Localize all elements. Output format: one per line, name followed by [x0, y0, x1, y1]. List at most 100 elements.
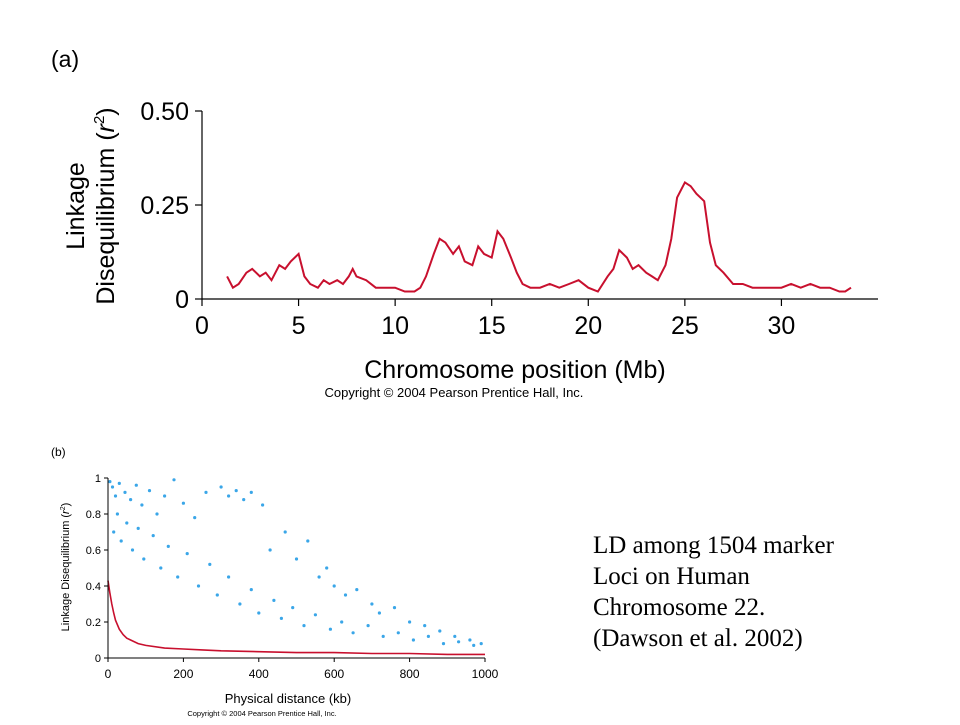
scatter-point — [272, 598, 276, 603]
panel-b-label: (b) — [51, 445, 66, 459]
scatter-point — [193, 516, 197, 520]
scatter-point — [117, 481, 121, 485]
panel-a-series-line — [226, 180, 852, 293]
caption-line-1: LD among 1504 marker — [593, 532, 834, 559]
panel-b-y-tick-label: 0.2 — [86, 617, 101, 629]
scatter-point — [457, 640, 461, 644]
panel-b-x-tick-label: 800 — [400, 667, 420, 681]
panel-a-label: (a) — [51, 46, 79, 72]
panel-b-y-tick-label: 1 — [95, 473, 101, 485]
scatter-point — [377, 611, 381, 615]
panel-b-trend-line — [107, 580, 485, 656]
panel-a-copyright: Copyright © 2004 Pearson Prentice Hall, … — [325, 385, 584, 400]
scatter-point — [134, 483, 138, 487]
scatter-point — [441, 642, 446, 646]
scatter-point — [279, 616, 283, 621]
scatter-point — [355, 588, 359, 592]
panel-a-xlabel: Chromosome position (Mb) — [364, 356, 666, 384]
scatter-point — [166, 544, 170, 549]
scatter-point — [396, 631, 400, 635]
panel-b-x-ticks: 0 200 400 600 800 1000 — [105, 658, 499, 681]
scatter-point — [426, 634, 430, 639]
panel-a-x-tick-label: 30 — [768, 312, 796, 340]
panel-b-y-tick-label: 0 — [95, 653, 101, 665]
panel-b-y-tick-label: 0.6 — [86, 545, 101, 557]
scatter-point — [306, 539, 310, 543]
scatter-point — [123, 490, 127, 494]
panel-a-ylabel-prefix: Disequilibrium ( — [92, 132, 120, 305]
scatter-point — [215, 593, 219, 597]
panel-b-scatter-chart: (b) 0 200 400 600 800 1000 0 0.2 0.4 0.6 0.8 1 Lin… — [51, 445, 499, 718]
scatter-point — [328, 627, 332, 631]
panel-b-ylabel-sup: 2 — [60, 506, 67, 510]
panel-b-ylabel-r: r — [60, 509, 72, 514]
scatter-point — [208, 562, 212, 567]
scatter-point — [129, 498, 133, 502]
panel-b-y-tick-label: 0.8 — [86, 509, 101, 521]
panel-a-x-ticks: 0 5 10 15 20 25 30 — [195, 299, 795, 340]
scatter-point — [249, 588, 253, 592]
scatter-point — [147, 489, 152, 493]
panel-b-ylabel-suffix: ) — [60, 503, 72, 507]
scatter-point — [453, 634, 457, 639]
scatter-point — [234, 489, 238, 493]
panel-a-ylabel-line2: Disequilibrium (r2) — [91, 107, 120, 304]
panel-a-y-tick-label: 0.50 — [140, 98, 189, 126]
scatter-point — [408, 620, 412, 624]
scatter-point — [227, 575, 231, 579]
scatter-point — [381, 634, 385, 639]
caption-line-3: Chromosome 22. — [593, 594, 766, 621]
scatter-point — [227, 494, 231, 498]
scatter-point — [151, 534, 155, 538]
scatter-point — [112, 530, 116, 534]
scatter-point — [411, 638, 415, 642]
panel-a-ylabel-sup: 2 — [91, 116, 108, 124]
scatter-point — [196, 584, 201, 588]
panel-a-x-tick-label: 20 — [574, 312, 602, 340]
panel-b-x-tick-label: 400 — [249, 667, 269, 681]
panel-a-ylabel-r: r — [92, 122, 120, 132]
scatter-point — [268, 548, 272, 552]
scatter-point — [142, 557, 146, 561]
panel-b-xlabel: Physical distance (kb) — [225, 691, 351, 706]
panel-a-x-tick-label: 10 — [381, 312, 409, 340]
panel-b-x-tick-label: 200 — [173, 667, 193, 681]
scatter-point — [332, 584, 336, 588]
scatter-point — [110, 485, 115, 489]
panel-b-y-ticks: 0 0.2 0.4 0.6 0.8 1 — [86, 473, 108, 665]
scatter-point — [423, 624, 427, 628]
scatter-point — [325, 566, 329, 570]
scatter-point — [115, 512, 119, 516]
panel-a-y-tick-label: 0 — [175, 286, 189, 314]
scatter-point — [242, 498, 246, 502]
scatter-point — [185, 552, 189, 556]
scatter-point — [343, 593, 348, 597]
panel-a-y-ticks: 0 0.25 0.50 — [140, 98, 202, 314]
scatter-point — [108, 480, 112, 484]
scatter-point — [317, 575, 321, 579]
scatter-point — [130, 548, 135, 552]
panel-b-x-tick-label: 1000 — [472, 667, 499, 681]
panel-b-axes — [107, 478, 485, 659]
scatter-point — [313, 613, 317, 617]
scatter-point — [204, 490, 208, 494]
panel-b-points — [108, 478, 483, 648]
panel-a-ylabel-suffix: ) — [92, 107, 120, 115]
caption-line-2: Loci on Human — [593, 563, 750, 590]
panel-b-y-tick-label: 0.4 — [86, 581, 101, 593]
scatter-point — [219, 485, 223, 489]
scatter-point — [136, 526, 140, 531]
panel-a-x-tick-label: 15 — [478, 312, 506, 340]
scatter-point — [291, 606, 295, 610]
scatter-point — [238, 602, 242, 606]
scatter-point — [340, 620, 344, 624]
panel-a-line-chart: (a) 0 5 10 15 20 25 30 0 0.25 0.50 Linkage Diseq… — [51, 46, 878, 400]
panel-a-x-tick-label: 0 — [195, 312, 209, 340]
scatter-point — [159, 566, 163, 570]
panel-b-x-tick-label: 600 — [324, 667, 344, 681]
panel-a-ylabel-line1: Linkage — [62, 162, 90, 250]
panel-b-copyright: Copyright © 2004 Pearson Prentice Hall, … — [187, 709, 336, 718]
scatter-point — [472, 643, 476, 648]
scatter-point — [294, 557, 299, 561]
scatter-point — [155, 512, 159, 516]
